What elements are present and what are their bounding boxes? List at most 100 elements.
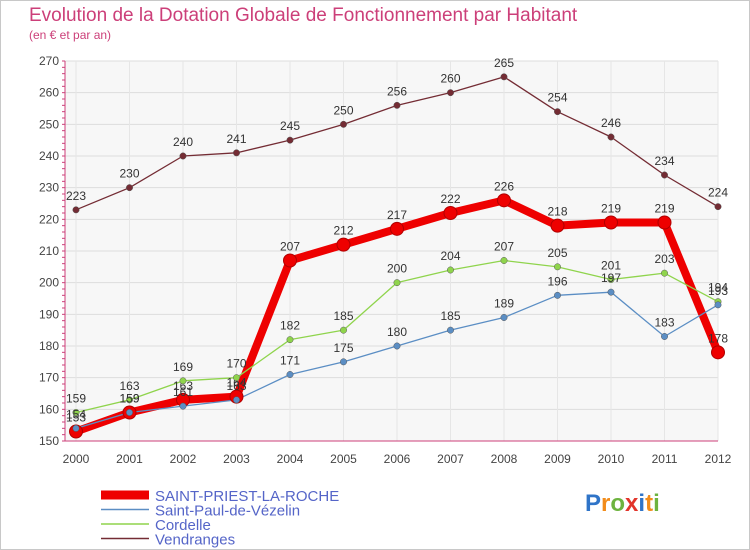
data-label: 163 <box>173 379 193 393</box>
data-label: 260 <box>440 72 460 86</box>
data-point <box>500 314 508 321</box>
legend-label: SAINT-PRIEST-LA-ROCHE <box>155 488 339 505</box>
y-tick-label: 270 <box>39 54 59 68</box>
x-tick-label: 2008 <box>491 452 518 466</box>
data-label: 183 <box>654 316 674 330</box>
data-point <box>607 288 615 296</box>
x-tick-label: 2006 <box>384 452 411 466</box>
logo-letter: x <box>625 490 639 517</box>
data-point <box>554 108 561 116</box>
data-point <box>340 326 347 334</box>
data-label: 217 <box>387 208 407 222</box>
data-point <box>661 333 668 340</box>
data-label: 212 <box>333 224 353 238</box>
data-point <box>550 218 565 233</box>
data-label: 234 <box>654 154 674 168</box>
data-point <box>443 206 458 220</box>
data-point <box>126 396 133 404</box>
data-label: 226 <box>494 179 514 193</box>
data-label: 230 <box>119 167 139 181</box>
x-tick-label: 2012 <box>705 452 732 466</box>
data-label: 164 <box>226 376 246 390</box>
y-tick-label: 210 <box>39 244 59 258</box>
data-label: 254 <box>547 91 567 105</box>
data-label: 207 <box>494 240 514 254</box>
data-point <box>233 396 240 404</box>
data-point <box>126 409 133 416</box>
data-point <box>447 266 454 274</box>
data-label: 170 <box>226 357 246 371</box>
data-label: 219 <box>601 202 621 216</box>
data-label: 203 <box>654 252 674 266</box>
data-label: 240 <box>173 135 193 149</box>
data-point <box>286 371 294 378</box>
data-label: 159 <box>119 392 139 406</box>
data-point <box>233 374 240 382</box>
proxiti-logo: Proxiti <box>585 490 660 518</box>
logo-letter: i <box>638 490 646 517</box>
data-label: 169 <box>173 360 193 374</box>
data-point <box>340 120 347 128</box>
data-point <box>447 326 454 334</box>
chart-title: Evolution de la Dotation Globale de Fonc… <box>29 5 578 26</box>
data-point <box>286 336 294 344</box>
y-tick-label: 260 <box>39 86 59 100</box>
data-label: 241 <box>226 132 246 146</box>
data-label: 180 <box>387 325 407 339</box>
logo-letter: i <box>653 490 660 517</box>
data-label: 153 <box>66 411 86 425</box>
y-tick-label: 220 <box>39 212 59 226</box>
data-point <box>179 377 187 385</box>
data-label: 218 <box>547 205 567 219</box>
data-point <box>607 133 615 141</box>
data-label: 194 <box>708 281 728 295</box>
data-label: 193 <box>708 284 728 298</box>
data-label: 178 <box>708 331 728 345</box>
x-tick-label: 2002 <box>170 452 197 466</box>
data-label: 205 <box>547 246 567 260</box>
data-label: 189 <box>494 297 514 311</box>
data-point <box>340 358 347 366</box>
data-point <box>497 193 511 208</box>
data-point <box>283 253 297 268</box>
data-label: 159 <box>66 392 86 406</box>
y-tick-label: 150 <box>39 434 59 448</box>
data-point <box>393 101 401 109</box>
data-label: 250 <box>333 103 353 117</box>
data-point <box>447 89 454 97</box>
logo-letter: P <box>585 490 602 517</box>
y-tick-label: 240 <box>39 149 59 163</box>
data-label: 207 <box>280 240 300 254</box>
data-point <box>500 73 508 81</box>
x-tick-label: 2011 <box>652 452 678 466</box>
legend-label: Vendranges <box>155 532 235 549</box>
data-point <box>179 152 187 160</box>
data-point <box>500 257 508 264</box>
logo-letter: t <box>645 490 654 517</box>
data-label: 201 <box>601 259 621 273</box>
x-tick-label: 2000 <box>63 452 90 466</box>
data-label: 197 <box>601 271 621 285</box>
data-point <box>714 301 722 309</box>
data-point <box>72 424 80 432</box>
x-tick-label: 2001 <box>116 452 143 466</box>
data-point <box>126 184 133 192</box>
data-label: 265 <box>494 56 514 70</box>
data-point <box>393 342 401 350</box>
data-point <box>72 206 80 214</box>
chart-subtitle: (en € et par an) <box>29 28 112 42</box>
data-label: 163 <box>226 379 246 393</box>
y-tick-label: 230 <box>39 181 59 195</box>
logo-letter: r <box>601 490 611 517</box>
data-point <box>233 149 240 157</box>
data-point <box>554 263 561 271</box>
data-point <box>336 237 351 252</box>
data-point <box>607 276 615 283</box>
data-point <box>72 409 80 416</box>
data-label: 204 <box>440 249 460 263</box>
data-point <box>390 221 404 236</box>
y-tick-label: 190 <box>39 307 59 321</box>
y-tick-label: 170 <box>39 371 59 385</box>
